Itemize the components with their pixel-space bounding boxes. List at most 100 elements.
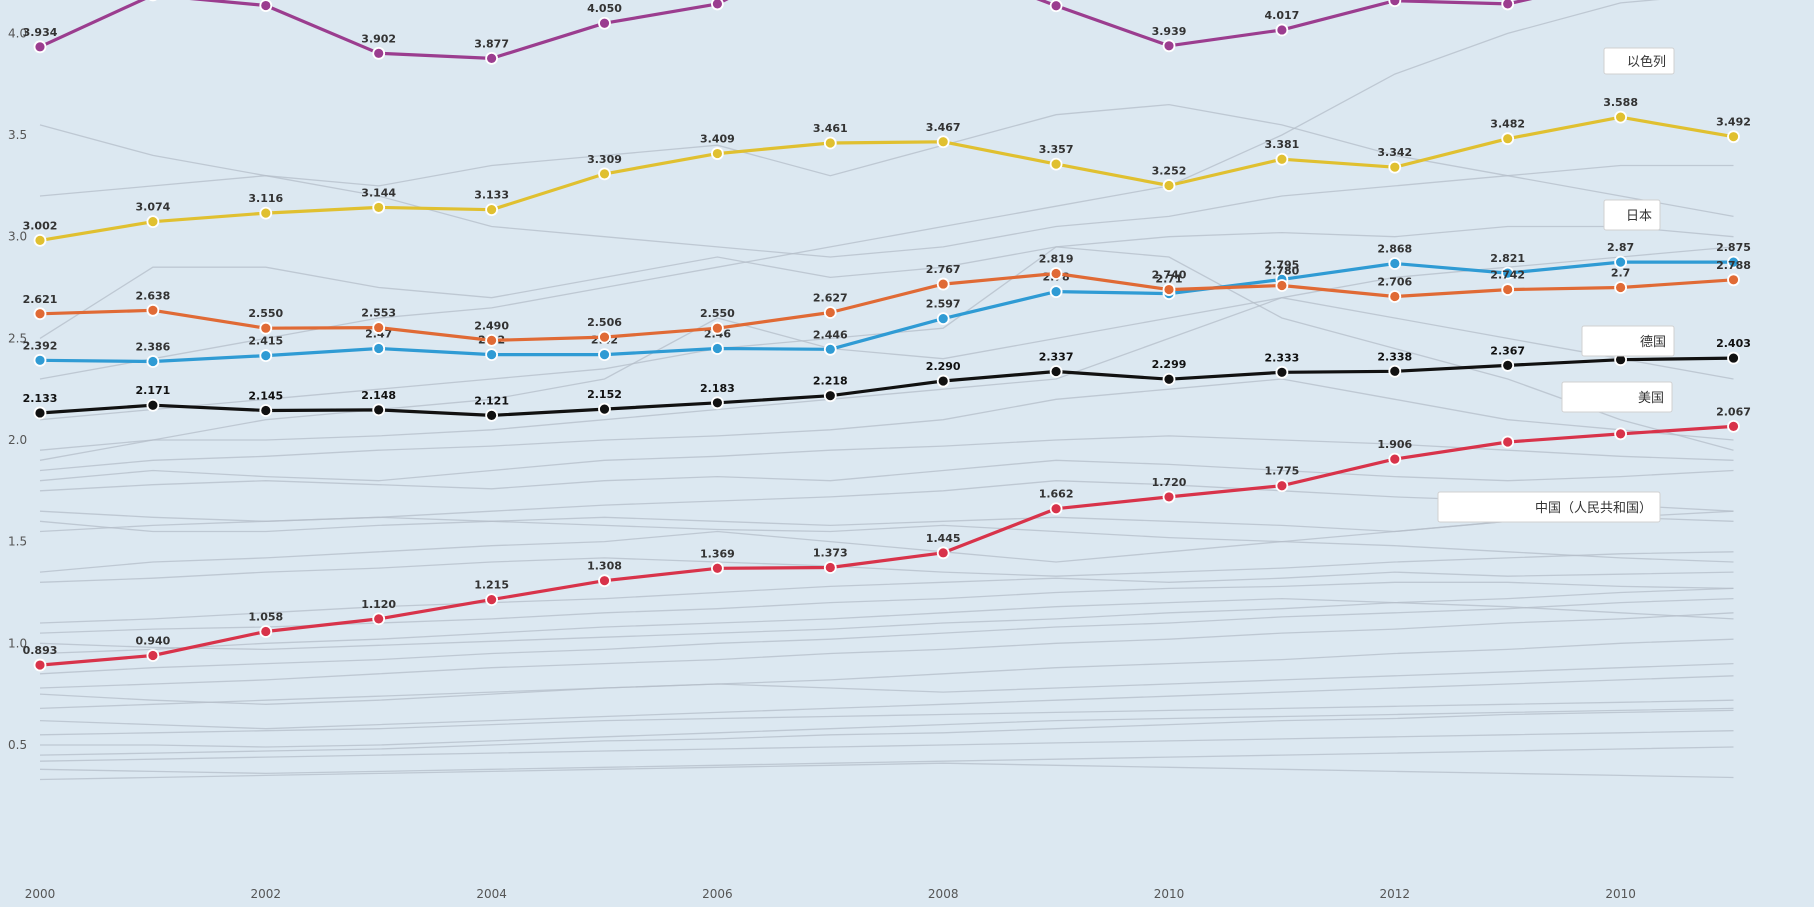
series-name-box xyxy=(1437,491,1661,523)
series-point xyxy=(1388,452,1402,466)
background-series-line xyxy=(39,699,1734,736)
data-label: 2.506 xyxy=(587,316,622,329)
series-point xyxy=(598,167,611,181)
series-point xyxy=(1501,132,1515,146)
data-label: 2.819 xyxy=(1039,252,1074,265)
series-line xyxy=(39,424,1734,667)
series-point xyxy=(259,321,273,335)
series-point xyxy=(33,307,47,321)
series-0: 3.9344.1894.1373.9023.8774.0504.1454.428… xyxy=(23,0,1533,65)
data-label: 3.939 xyxy=(1152,25,1187,38)
series-line xyxy=(39,260,1734,364)
data-label: 2.550 xyxy=(248,307,283,320)
series-point xyxy=(598,330,611,344)
data-label: 2.638 xyxy=(136,289,171,302)
data-label: 2.403 xyxy=(1716,337,1751,350)
series-point xyxy=(1501,283,1515,296)
series-point xyxy=(1727,273,1740,287)
series-point xyxy=(936,135,950,149)
background-series xyxy=(39,0,1734,781)
series-point xyxy=(485,52,499,65)
series-point xyxy=(259,0,273,12)
data-label: 2.47 xyxy=(365,328,392,341)
data-label: 2.290 xyxy=(926,360,961,373)
series-point xyxy=(485,203,499,217)
data-label: 3.467 xyxy=(926,121,961,134)
data-label: 3.482 xyxy=(1490,118,1525,131)
series-point xyxy=(823,561,837,574)
background-series-line xyxy=(39,516,1734,573)
series-point xyxy=(1162,490,1176,504)
background-series-line xyxy=(39,459,1734,492)
series-point xyxy=(372,321,386,334)
data-label: 3.588 xyxy=(1603,96,1638,109)
x-tick-label: 2008 xyxy=(928,887,959,901)
series-point xyxy=(936,374,950,388)
data-label: 3.133 xyxy=(474,189,509,202)
series-point xyxy=(1275,152,1289,166)
series-point xyxy=(146,649,160,662)
data-label: 1.662 xyxy=(1039,488,1074,501)
data-label: 2.868 xyxy=(1377,243,1412,256)
series-name: 以色列 xyxy=(1627,54,1666,70)
series-point xyxy=(372,46,386,60)
background-series-line xyxy=(39,246,1734,451)
background-series-line xyxy=(39,612,1734,689)
x-tick-label: 2000 xyxy=(25,887,56,901)
data-label: 3.492 xyxy=(1716,116,1751,129)
data-label: 2.7 xyxy=(1611,267,1631,280)
series-point xyxy=(823,306,837,319)
series-name-tag: 以色列 xyxy=(1603,47,1675,75)
data-label: 3.002 xyxy=(23,219,58,232)
series-point xyxy=(598,402,611,416)
data-label: 1.120 xyxy=(361,598,396,611)
data-label: 2.152 xyxy=(587,388,622,401)
data-label: 1.373 xyxy=(813,546,848,559)
background-series-line xyxy=(39,597,1734,675)
data-label: 3.342 xyxy=(1377,146,1412,159)
y-tick-label: 4.0 xyxy=(8,26,27,40)
series-point xyxy=(1614,255,1627,269)
x-axis: 2000 2002 2004 2006 2008 2010 2012 2010 xyxy=(25,887,1636,901)
data-label: 3.877 xyxy=(474,37,509,50)
series-point xyxy=(33,406,47,420)
data-label: 3.409 xyxy=(700,133,735,146)
series-point xyxy=(1049,285,1063,298)
data-label: 2.821 xyxy=(1490,252,1525,265)
data-label: 3.461 xyxy=(813,122,848,135)
series-point xyxy=(33,233,47,247)
data-label: 2.597 xyxy=(926,298,961,311)
series-point xyxy=(1049,0,1063,13)
background-series-line xyxy=(39,746,1734,775)
data-label: 2.627 xyxy=(813,292,848,305)
data-label: 1.906 xyxy=(1377,438,1412,451)
background-series-line xyxy=(39,124,1734,258)
series-point xyxy=(711,147,724,160)
series-point xyxy=(146,215,160,229)
series-point xyxy=(1275,479,1289,493)
series-point xyxy=(1388,290,1402,303)
data-label: 3.252 xyxy=(1152,164,1187,177)
data-label: 2.767 xyxy=(926,263,961,276)
series-point xyxy=(259,404,273,417)
data-label: 3.074 xyxy=(136,201,171,214)
series-point xyxy=(1275,279,1289,292)
background-series-line xyxy=(39,571,1734,624)
data-label: 1.215 xyxy=(474,579,509,592)
series-point xyxy=(1501,435,1515,449)
series-point xyxy=(1501,0,1515,11)
data-label: 2.299 xyxy=(1152,358,1187,371)
series-point xyxy=(1049,502,1063,516)
series-1: 3.002 3.074 3.116 3.144 3.133 3.309 3.409 3.461… xyxy=(23,96,1751,247)
series-name-box xyxy=(1581,325,1675,357)
series-point xyxy=(711,561,724,575)
y-tick-label: 2.5 xyxy=(8,331,27,345)
series-point xyxy=(1727,351,1740,365)
data-label: 0.940 xyxy=(136,634,171,647)
data-label: 2.333 xyxy=(1265,351,1300,364)
background-series-line xyxy=(39,551,1734,583)
series-point xyxy=(598,348,611,362)
y-tick-label: 1.5 xyxy=(8,535,27,549)
